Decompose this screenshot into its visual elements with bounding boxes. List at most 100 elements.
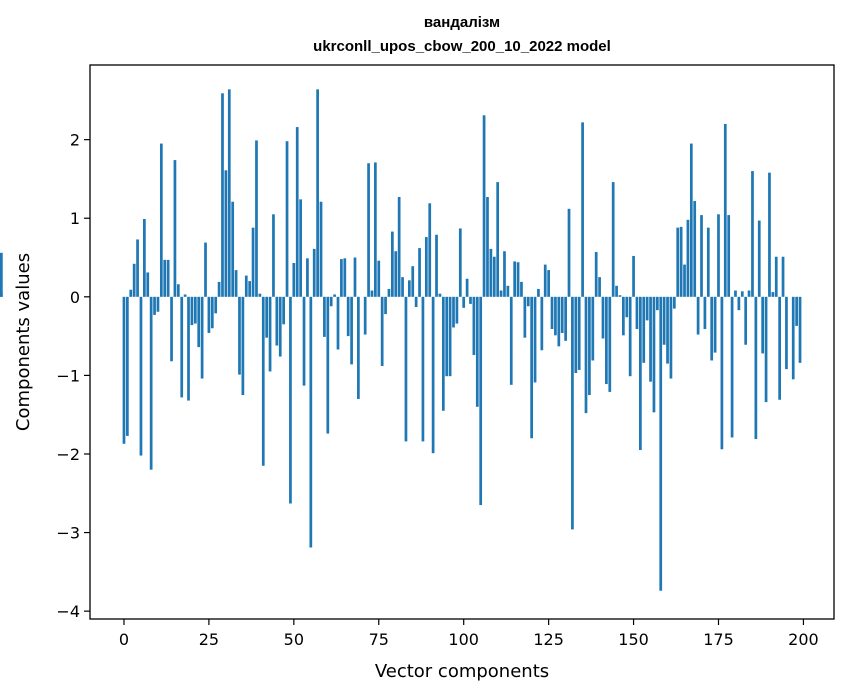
bar-47 [282,296,285,325]
bar-125 [547,270,550,297]
bar-89 [424,237,428,297]
x-axis-label: Vector components [375,661,549,682]
bar-127 [554,296,557,336]
bar-124 [543,264,547,297]
bar-68 [353,257,357,297]
bar-28 [217,281,221,297]
bar-61 [329,296,333,307]
bar-140 [598,277,601,297]
bar-91 [431,296,435,454]
bar-55 [309,296,313,548]
bar-75 [377,260,381,297]
bar-52 [299,199,302,297]
bar-183 [744,296,748,345]
bar-166 [686,219,690,297]
bar-154 [645,296,649,321]
bar-41 [261,296,265,466]
bar-10 [156,296,160,312]
bar-6 [143,219,146,297]
x-tick-label: 175 [703,630,734,649]
y-tick-label: 0 [70,288,80,307]
y-axis-ticks: −4 −3 −2 −1 0 1 2 [56,131,90,621]
bar-48 [285,141,289,297]
bar-81 [397,197,401,297]
bar-93 [438,293,442,297]
bar-9 [153,296,156,315]
bar-199 [798,296,802,363]
bar-114 [509,296,513,385]
bar-120 [530,296,533,439]
bar-53 [302,296,306,386]
bar-179 [730,296,734,438]
bar-110 [496,182,500,297]
bar-135 [581,122,584,297]
bar-2 [129,289,133,297]
bar-59 [323,296,326,337]
bar-57 [316,89,319,297]
bar-84 [407,280,411,297]
bar-102 [469,296,472,304]
bar-103 [472,296,476,355]
bar-159 [662,296,666,345]
y-tick-label: −4 [56,602,80,621]
bar-197 [791,296,795,380]
y-tick-label: −3 [56,524,80,543]
bar-119 [526,296,530,307]
bar-0 [122,296,126,444]
bar-152 [639,296,642,451]
bar-63 [336,296,340,350]
bar-150 [632,255,635,297]
bar-153 [642,296,646,363]
bar-178 [727,215,731,297]
bar-149 [628,296,632,377]
bar-106 [482,115,486,297]
bar-104 [475,296,479,407]
bar-162 [672,296,676,309]
bar-180 [734,290,737,297]
bar-25 [207,296,211,333]
bar-38 [251,227,255,297]
bar-67 [350,296,353,365]
bar-108 [489,248,493,297]
bar-23 [200,296,204,379]
bar-76 [380,296,384,366]
bar-113 [506,285,510,297]
bar-171 [703,296,707,330]
y-tick-label: 1 [70,209,80,228]
bar-169 [696,296,700,335]
bar-187 [757,220,761,297]
x-tick-label: 25 [199,630,219,649]
bar-192 [774,256,778,297]
bar-undefined [0,252,3,297]
bar-101 [465,278,469,297]
bar-27 [214,296,218,314]
bar-18 [183,294,187,297]
bar-161 [669,296,673,379]
bar-134 [577,296,581,370]
bar-184 [747,290,751,297]
bar-98 [455,296,459,324]
bar-29 [221,93,224,297]
x-tick-label: 125 [533,630,564,649]
x-tick-label: 0 [119,630,129,649]
bar-182 [740,291,744,297]
bar-65 [343,258,347,297]
bar-50 [292,263,296,297]
bar-31 [227,89,231,297]
bar-85 [411,266,415,297]
bar-185 [751,171,754,297]
chart-subtitle: ukrconll_upos_cbow_200_10_2022 model [313,38,611,55]
bar-13 [166,259,170,297]
bar-78 [387,288,391,297]
bar-15 [173,160,177,297]
bar-73 [370,290,374,297]
bar-121 [533,296,537,383]
bar-193 [778,296,781,400]
bar-74 [374,162,377,297]
bar-158 [659,296,663,591]
x-tick-label: 75 [369,630,389,649]
bar-133 [574,296,578,374]
bar-163 [676,227,680,297]
bar-49 [289,296,292,504]
